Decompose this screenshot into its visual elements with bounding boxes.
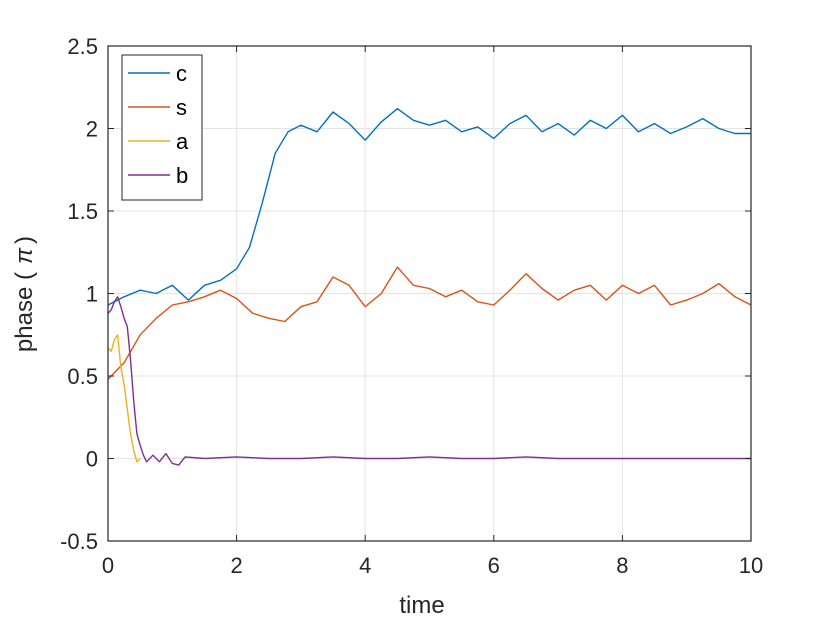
y-axis-label-suffix: ) <box>11 236 38 244</box>
x-tick-label: 6 <box>488 553 500 578</box>
x-tick-label: 4 <box>359 553 371 578</box>
x-tick-label: 8 <box>616 553 628 578</box>
x-tick-label: 0 <box>102 553 114 578</box>
x-axis-label: time <box>399 592 444 619</box>
y-axis-label-symbol: π <box>11 247 38 264</box>
y-axis-label: phase ( π) <box>11 236 38 352</box>
y-tick-label: 2 <box>86 117 98 142</box>
y-tick-label: -0.5 <box>60 529 98 554</box>
y-tick-label: 0 <box>86 447 98 472</box>
legend-label-c: c <box>176 61 187 86</box>
y-tick-label: 1.5 <box>67 199 98 224</box>
legend-label-s: s <box>176 95 187 120</box>
y-tick-label: 1 <box>86 282 98 307</box>
y-axis-label-prefix: phase ( <box>11 272 38 352</box>
legend-label-b: b <box>176 163 188 188</box>
x-tick-label: 2 <box>230 553 242 578</box>
y-tick-label: 0.5 <box>67 364 98 389</box>
x-tick-label: 10 <box>739 553 763 578</box>
legend: csab <box>122 55 202 200</box>
legend-box <box>122 55 202 200</box>
y-tick-label: 2.5 <box>67 34 98 59</box>
legend-label-a: a <box>176 129 189 154</box>
